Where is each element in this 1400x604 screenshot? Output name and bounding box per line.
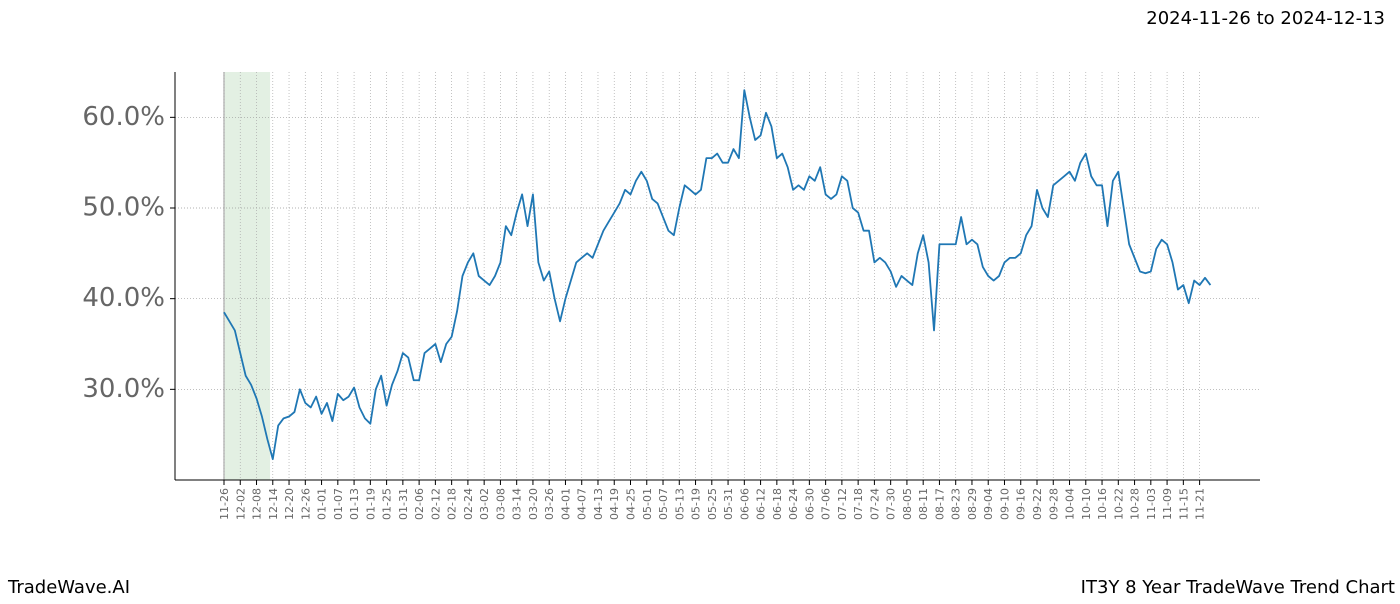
x-tick-label: 12-20 [283,488,296,520]
x-tick-label: 05-13 [673,488,686,520]
x-tick-label: 10-28 [1129,488,1142,520]
x-tick-label: 01-13 [348,488,361,520]
x-tick-label: 11-03 [1145,488,1158,520]
highlight-span [224,72,271,480]
y-tick-label: 50.0% [82,193,165,223]
x-tick-label: 05-19 [690,488,703,520]
x-tick-label: 10-22 [1112,488,1125,520]
x-tick-label: 11-09 [1161,488,1174,520]
x-tick-label: 01-25 [381,488,394,520]
x-tick-label: 09-28 [1047,488,1060,520]
trend-line [223,89,1212,461]
x-tick-label: 05-07 [657,488,670,520]
x-tick-label: 08-05 [901,488,914,520]
chart-title: 2024-11-26 to 2024-12-13 [1146,8,1385,29]
x-tick-label: 02-06 [413,488,426,520]
x-tick-label: 02-24 [462,488,475,520]
x-tick-label: 09-16 [1015,488,1028,520]
x-tick-label: 06-30 [803,488,816,520]
x-tick-label: 04-25 [625,488,638,520]
x-tick-label: 10-10 [1080,488,1093,520]
x-tick-label: 11-26 [218,488,231,520]
x-tick-label: 12-02 [234,488,247,520]
x-tick-label: 05-25 [706,488,719,520]
x-tick-label: 10-16 [1096,488,1109,520]
x-tick-label: 01-01 [316,488,329,520]
y-tick-label: 30.0% [82,374,165,404]
x-tick-label: 06-18 [771,488,784,520]
x-tick-label: 06-06 [738,488,751,520]
x-tick-label: 03-26 [543,488,556,520]
x-tick-label: 11-15 [1177,488,1190,520]
x-tick-label: 04-13 [592,488,605,520]
x-tick-label: 05-31 [722,488,735,520]
x-tick-label: 05-01 [641,488,654,520]
x-tick-label: 07-12 [836,488,849,520]
x-tick-label: 07-18 [852,488,865,520]
x-tick-label: 02-18 [446,488,459,520]
x-tick-label: 02-12 [429,488,442,520]
x-tick-label: 03-08 [494,488,507,520]
x-tick-label: 07-30 [885,488,898,520]
x-tick-label: 09-04 [982,488,995,520]
x-tick-label: 09-22 [1031,488,1044,520]
x-tick-label: 04-07 [576,488,589,520]
x-tick-label: 04-01 [559,488,572,520]
x-tick-label: 09-10 [998,488,1011,520]
x-tick-label: 08-11 [917,488,930,520]
x-tick-label: 12-26 [299,488,312,520]
x-tick-label: 07-24 [868,488,881,520]
x-tick-label: 07-06 [820,488,833,520]
x-tick-label: 12-14 [267,488,280,520]
footer-left: TradeWave.AI [7,577,130,598]
x-tick-label: 10-04 [1064,488,1077,520]
x-tick-label: 01-19 [364,488,377,520]
x-tick-label: 12-08 [251,488,264,520]
x-tick-label: 08-17 [933,488,946,520]
x-tick-label: 01-31 [397,488,410,520]
x-tick-label: 03-02 [478,488,491,520]
x-tick-label: 06-24 [787,488,800,520]
footer-right: IT3Y 8 Year TradeWave Trend Chart [1081,577,1395,598]
x-tick-label: 11-21 [1194,488,1207,520]
x-tick-label: 06-12 [755,488,768,520]
y-tick-label: 40.0% [82,283,165,313]
x-tick-label: 04-19 [608,488,621,520]
x-tick-label: 08-29 [966,488,979,520]
y-tick-label: 60.0% [82,102,165,132]
x-tick-label: 03-20 [527,488,540,520]
x-tick-label: 01-07 [332,488,345,520]
x-tick-label: 08-23 [950,488,963,520]
x-tick-label: 03-14 [511,488,524,520]
